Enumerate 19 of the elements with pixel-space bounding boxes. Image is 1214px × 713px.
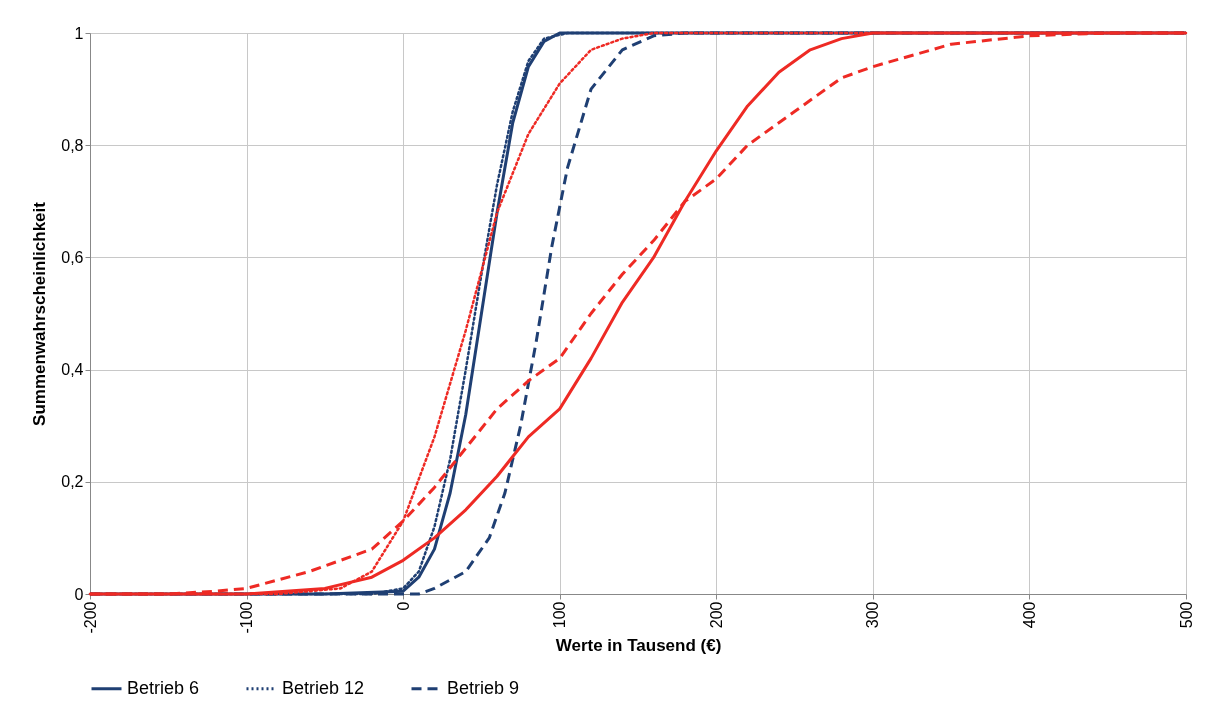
y-axis-title: Summenwahrscheinlichkeit — [30, 201, 50, 426]
x-tick-label: 300 — [864, 601, 882, 629]
x-tick-label: 0 — [394, 601, 412, 611]
y-tick-label: 0 — [74, 585, 84, 603]
legend-label: Betrieb 6 — [127, 677, 200, 698]
y-tick-label: 0,8 — [61, 136, 84, 154]
y-tick-label: 0,6 — [61, 248, 84, 266]
x-tick-label: 100 — [551, 601, 569, 629]
x-tick-label: 200 — [707, 601, 725, 629]
x-tick-label: 400 — [1020, 601, 1038, 629]
legend-label: Betrieb 9 — [447, 677, 520, 698]
x-axis-title: Werte in Tausend (€) — [555, 635, 722, 655]
y-tick-label: 0,4 — [61, 361, 84, 379]
x-tick-label: 500 — [1177, 601, 1195, 629]
x-tick-label: -100 — [238, 601, 256, 634]
y-tick-label: 0,2 — [61, 473, 84, 491]
legend-label: Betrieb 12 — [282, 677, 365, 698]
y-tick-label: 1 — [74, 24, 84, 42]
x-tick-label: -200 — [81, 601, 99, 634]
